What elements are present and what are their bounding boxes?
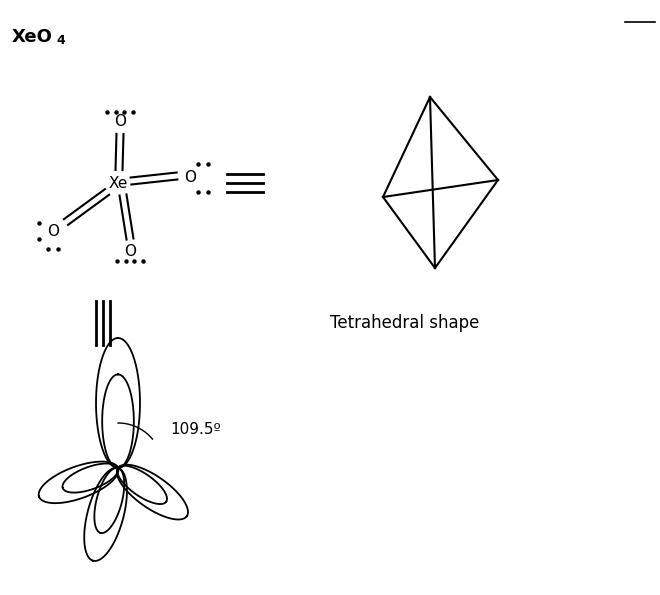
Text: Xe: Xe	[108, 176, 127, 190]
Text: O: O	[124, 243, 136, 258]
Text: O: O	[114, 114, 126, 129]
Text: 109.5º: 109.5º	[170, 422, 220, 437]
Text: Tetrahedral shape: Tetrahedral shape	[330, 314, 479, 332]
Text: O: O	[47, 224, 59, 239]
Text: XeO: XeO	[12, 28, 53, 46]
Text: 4: 4	[56, 34, 65, 47]
Text: O: O	[184, 171, 196, 186]
